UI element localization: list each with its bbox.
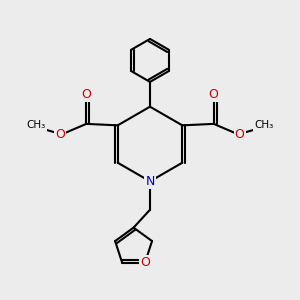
Text: CH₃: CH₃ [254, 120, 273, 130]
Text: O: O [56, 128, 65, 140]
Text: N: N [145, 175, 155, 188]
Text: O: O [209, 88, 219, 101]
Text: O: O [140, 256, 150, 269]
Text: O: O [81, 88, 91, 101]
Text: CH₃: CH₃ [27, 120, 46, 130]
Text: O: O [235, 128, 244, 140]
